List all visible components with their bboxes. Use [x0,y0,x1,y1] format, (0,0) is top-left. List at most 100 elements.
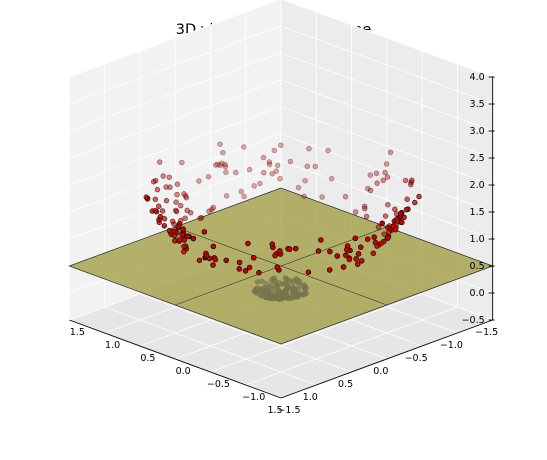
x-tick-label: −0.5 [405,353,428,364]
data-point [210,243,217,250]
data-point [152,196,159,203]
data-point [160,173,166,179]
data-point [352,209,359,215]
data-point [357,244,364,250]
y-tick-label: −1.0 [242,392,265,403]
data-point [183,194,190,201]
data-point [245,240,251,247]
y-tick-label: 0.0 [176,366,191,377]
data-point [173,199,179,205]
data-point [182,215,188,221]
x-tick-label: −1.5 [475,327,498,338]
data-point [272,252,278,259]
data-point [382,213,389,219]
data-point [403,206,410,213]
z-tick-label: 1.5 [470,207,485,218]
y-tick-label: −0.5 [207,379,230,390]
z-tick-label: 0.0 [470,288,485,299]
data-point [166,227,173,234]
data-point [274,264,281,270]
data-point [241,193,247,200]
data-point [355,251,362,257]
data-point [152,207,158,214]
data-point [251,183,257,189]
data-point [219,160,225,167]
data-point [241,144,247,150]
data-point [378,240,384,247]
data-point [260,169,267,176]
data-point [260,154,267,161]
data-point [416,193,422,200]
data-point [266,161,273,168]
data-point [375,224,382,230]
data-point [181,237,188,243]
z-tick-label: 3.5 [470,99,485,110]
data-point [315,248,322,254]
data-point [343,252,349,258]
data-point [326,267,333,273]
data-point [402,177,409,184]
data-point [212,162,219,168]
data-point [278,142,284,148]
data-point [363,213,370,220]
data-point [293,245,299,252]
data-point [342,193,349,200]
data-point [182,193,189,199]
data-point [365,185,371,192]
data-point [172,232,178,239]
data-point [179,159,185,166]
data-point [181,243,187,250]
data-point [412,199,418,206]
data-point [217,141,223,147]
data-point [353,256,359,262]
x-axis-line [280,319,493,399]
data-point [171,221,177,227]
data-point [220,149,226,156]
data-point [167,184,173,190]
data-point [274,162,281,169]
data-point [384,174,391,180]
data-point [205,173,212,180]
data-point [203,253,210,259]
data-point [197,215,203,221]
x-tick-label: 1.5 [267,405,282,416]
data-point [156,159,163,165]
data-point [257,180,263,187]
data-point [246,264,253,271]
z-tick-label: 0.5 [470,261,485,272]
x-tick-label: 1.0 [303,392,318,403]
data-point [236,266,243,272]
axis-ticks: −0.5 0.0 0.5 1.0 1.5 2.0 2.5 3.0 3.5 4.0 −1.5 −1.0 −… [70,72,498,416]
plane-mesh-line [175,226,387,306]
data-point [180,226,186,233]
data-point [358,258,365,264]
data-point [246,166,253,173]
data-point [367,172,374,178]
data-point [236,259,243,266]
data-point [273,168,280,174]
data-point [385,201,391,208]
data-point [166,174,172,180]
data-point [206,208,212,215]
data-point [386,229,392,235]
data-point [361,203,368,210]
data-point [269,241,276,247]
data-point [173,208,180,215]
data-point [374,180,380,186]
data-point [157,214,164,220]
data-point [325,147,331,154]
data-point [250,255,257,261]
y-tick-label: −1.5 [277,405,300,416]
data-point [174,181,181,187]
data-point [387,149,394,156]
data-point [327,248,333,255]
data-point [209,206,215,213]
data-point [181,248,187,255]
data-point [256,269,262,276]
data-point [271,147,278,154]
data-point [319,194,325,200]
data-point [354,261,361,267]
data-point [210,204,217,211]
data-point [184,233,191,239]
data-point [161,223,168,229]
